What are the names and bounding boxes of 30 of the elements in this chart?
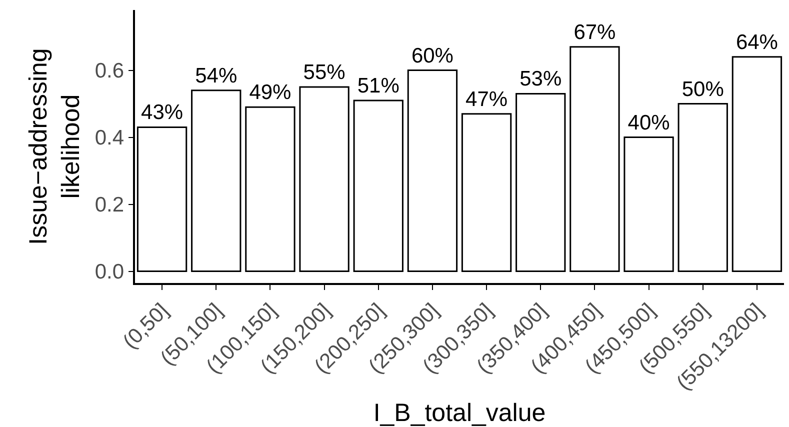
data-label: 47% [466, 88, 508, 111]
data-label: 43% [141, 101, 184, 124]
bar [570, 46, 620, 272]
bar [353, 100, 404, 272]
bar [407, 70, 458, 272]
bar [461, 113, 512, 272]
data-label: 64% [736, 30, 778, 54]
data-label: 67% [574, 20, 616, 44]
bar [732, 56, 782, 272]
y-axis-title: Issue−addressing likelihood [24, 48, 86, 245]
bar [191, 90, 242, 272]
data-label: 54% [195, 64, 238, 88]
data-label: 60% [411, 44, 454, 68]
data-label: 55% [303, 61, 346, 84]
bar [245, 106, 296, 272]
data-label: 49% [249, 81, 292, 104]
bar [678, 103, 728, 272]
x-axis-title: I_B_total_value [373, 399, 546, 427]
data-label: 50% [682, 78, 724, 101]
bar [136, 126, 188, 272]
text: 0.6 [94, 60, 124, 83]
bar [299, 86, 350, 272]
data-label: 53% [520, 68, 562, 91]
bar [516, 92, 566, 272]
data-label: 40% [628, 111, 670, 134]
bar [624, 136, 674, 272]
text: 0.2 [94, 194, 124, 217]
text: 0.4 [94, 126, 124, 150]
data-label: 51% [357, 74, 400, 98]
text: 0.0 [94, 260, 124, 284]
